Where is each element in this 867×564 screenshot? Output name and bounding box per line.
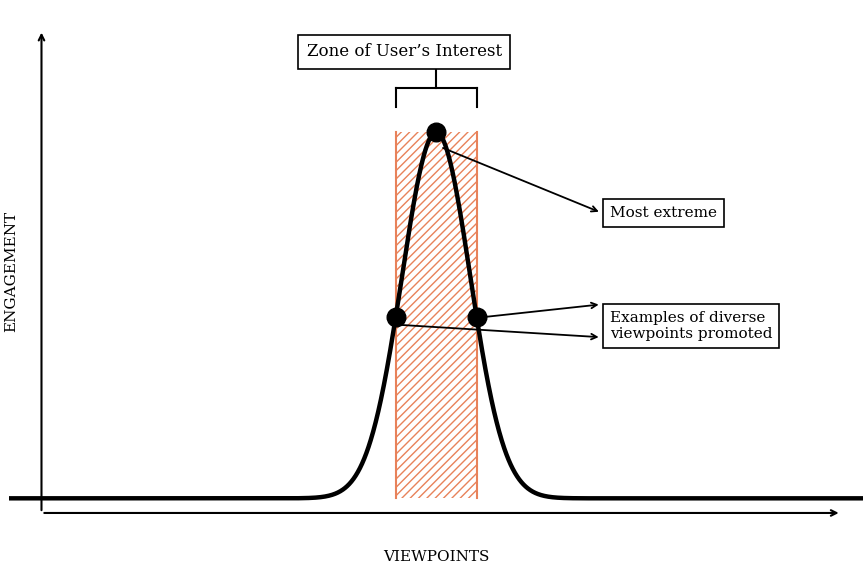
Text: VIEWPOINTS: VIEWPOINTS bbox=[383, 549, 489, 563]
Point bbox=[429, 128, 443, 137]
Bar bbox=[395, 133, 477, 499]
Text: Zone of User’s Interest: Zone of User’s Interest bbox=[307, 43, 502, 60]
Text: Most extreme: Most extreme bbox=[610, 206, 717, 220]
Point bbox=[470, 313, 484, 322]
Text: ENGAGEMENT: ENGAGEMENT bbox=[4, 211, 18, 332]
Point bbox=[388, 313, 402, 322]
Text: Examples of diverse
viewpoints promoted: Examples of diverse viewpoints promoted bbox=[610, 311, 772, 341]
